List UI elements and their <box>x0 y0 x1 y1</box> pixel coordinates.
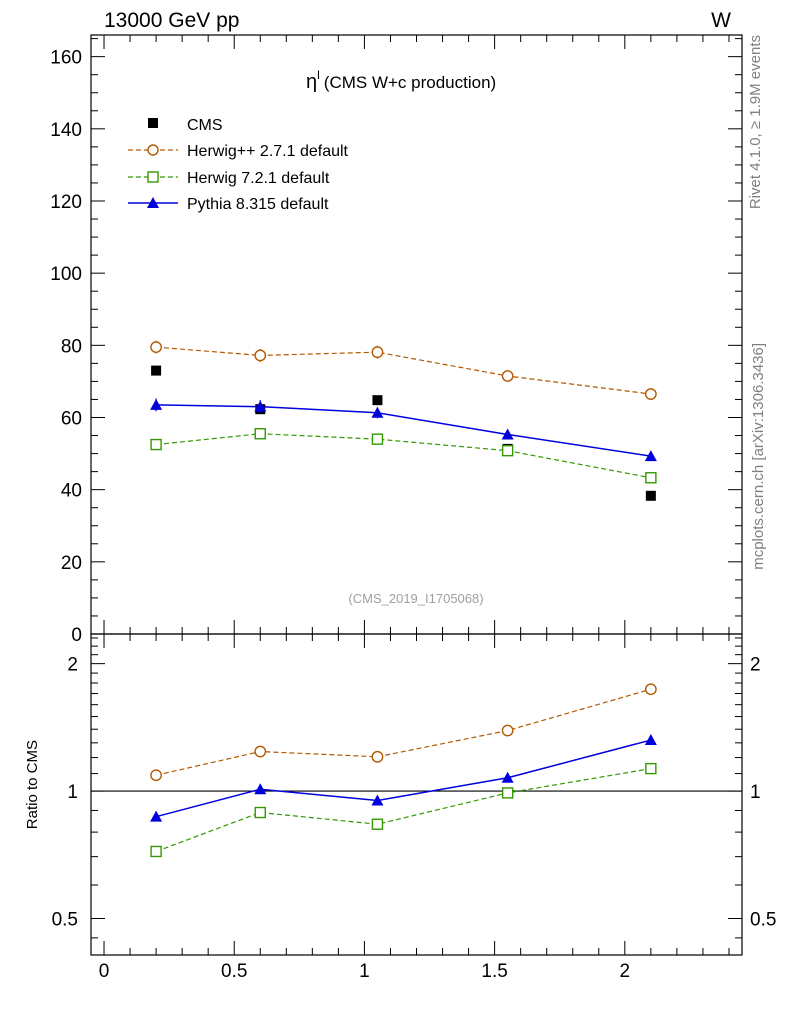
y-tick-label: 100 <box>50 264 82 285</box>
herwig-7-2-1-default-point <box>371 433 384 445</box>
legend-marker-cms <box>148 118 158 128</box>
herwig-7-2-1-default-ratio-point <box>371 818 384 830</box>
pythia-8-315-default-ratio-point <box>150 810 163 822</box>
legend: CMS Herwig++ 2.7.1 default Herwig 7.2.1 … <box>128 117 349 213</box>
pythia-8-315-default-point <box>254 400 267 412</box>
herwig-7-2-1-default-ratio-point <box>501 787 514 799</box>
herwig-7-2-1-default-ratio-point <box>645 762 657 775</box>
pythia-8-315-default-ratio-point <box>501 771 514 783</box>
legend-label-cms: CMS <box>187 117 223 134</box>
herwig-7-2-1-default-ratio-point <box>150 845 162 858</box>
x-tick-label: 0 <box>99 961 110 982</box>
ratio-y-tick-label: 2 <box>67 655 78 676</box>
herwig-2-7-1-default-ratio-point <box>254 745 267 758</box>
y-tick-label: 60 <box>61 408 82 429</box>
process-label: W <box>711 9 731 32</box>
ratio-y-tick-label: 0.5 <box>52 910 78 931</box>
herwig-7-2-1-default-point <box>150 438 162 451</box>
herwig-2-7-1-default-ratio-point <box>501 724 514 737</box>
x-tick-label: 2 <box>620 961 631 982</box>
y-tick-label: 120 <box>50 192 82 213</box>
mcplots-label: mcplots.cern.ch [arXiv:1306.3436] <box>750 343 767 570</box>
herwig-7-2-1-default-point <box>645 472 657 484</box>
pythia-8-315-default-point <box>150 398 163 410</box>
title-symbol: η <box>306 71 317 93</box>
ratio-y-tick-label-right: 0.5 <box>750 910 776 931</box>
legend-marker-pythia <box>147 197 159 208</box>
y-tick-label: 20 <box>61 553 82 574</box>
legend-item-pythia: Pythia 8.315 default <box>128 196 329 213</box>
pythia-8-315-default-point <box>644 450 657 462</box>
herwig-2-7-1-default-point <box>371 346 384 359</box>
main-title: ηl (CMS W+c production) <box>306 68 496 93</box>
herwig-2-7-1-default-point <box>254 349 267 362</box>
legend-item-cms: CMS <box>148 117 223 134</box>
herwig-2-7-1-default-ratio-point <box>371 750 384 763</box>
title-superscript: l <box>317 68 320 82</box>
herwig-2-7-1-default-ratio-point <box>150 769 163 782</box>
herwig-2-7-1-default-point <box>150 341 163 354</box>
ratio-ylabel: Ratio to CMS <box>24 740 41 829</box>
legend-label-herwig7: Herwig 7.2.1 default <box>187 170 330 187</box>
pythia-8-315-default-ratio-point <box>254 783 267 795</box>
ratio-y-tick-label-right: 2 <box>750 655 761 676</box>
herwig-7-2-1-default-point <box>254 428 266 440</box>
herwig-2-7-1-default-point <box>644 388 657 400</box>
y-tick-label: 0 <box>71 625 82 646</box>
x-tick-label: 1.5 <box>481 961 507 982</box>
rivet-label: Rivet 4.1.0, ≥ 1.9M events <box>747 35 764 209</box>
legend-label-herwigpp: Herwig++ 2.7.1 default <box>187 143 349 160</box>
x-tick-label: 0.5 <box>221 961 247 982</box>
pythia-8-315-default-point <box>371 406 384 418</box>
y-tick-label: 80 <box>61 336 82 357</box>
analysis-id: (CMS_2019_I1705068) <box>348 591 483 606</box>
cms-point <box>151 365 162 376</box>
herwig-2-7-1-default-line <box>156 346 651 395</box>
herwig-7-2-1-default-ratio-point <box>254 806 266 819</box>
herwig-7-2-1-default-ratio-line <box>155 768 651 853</box>
energy-label: 13000 GeV pp <box>104 9 239 32</box>
cms-point <box>645 490 656 501</box>
pythia-8-315-default-line <box>156 404 651 457</box>
legend-item-herwig7: Herwig 7.2.1 default <box>128 170 330 187</box>
legend-marker-herwig7 <box>147 171 159 183</box>
y-tick-label: 140 <box>50 120 82 141</box>
herwig-2-7-1-default-ratio-point <box>644 683 657 696</box>
herwig-7-2-1-default-line <box>156 433 651 479</box>
title-text: (CMS W+c production) <box>324 73 496 92</box>
ratio-y-tick-label-right: 1 <box>750 782 761 803</box>
herwig-7-2-1-default-point <box>501 444 514 457</box>
pythia-8-315-default-ratio-point <box>644 734 657 746</box>
y-tick-label: 160 <box>50 48 82 69</box>
legend-label-pythia: Pythia 8.315 default <box>187 196 329 213</box>
ratio-panel-frame <box>90 633 743 956</box>
ratio-y-tick-label: 1 <box>67 782 78 803</box>
x-tick-label: 1 <box>359 961 370 982</box>
herwig-2-7-1-default-ratio-line <box>155 688 652 776</box>
herwig-2-7-1-default-point <box>501 370 514 382</box>
pythia-8-315-default-point <box>501 428 514 440</box>
legend-marker-herwigpp <box>147 144 159 156</box>
legend-item-herwigpp: Herwig++ 2.7.1 default <box>128 143 349 160</box>
cms-point <box>372 395 383 406</box>
pythia-8-315-default-ratio-point <box>371 794 384 806</box>
y-tick-label: 40 <box>61 481 82 502</box>
